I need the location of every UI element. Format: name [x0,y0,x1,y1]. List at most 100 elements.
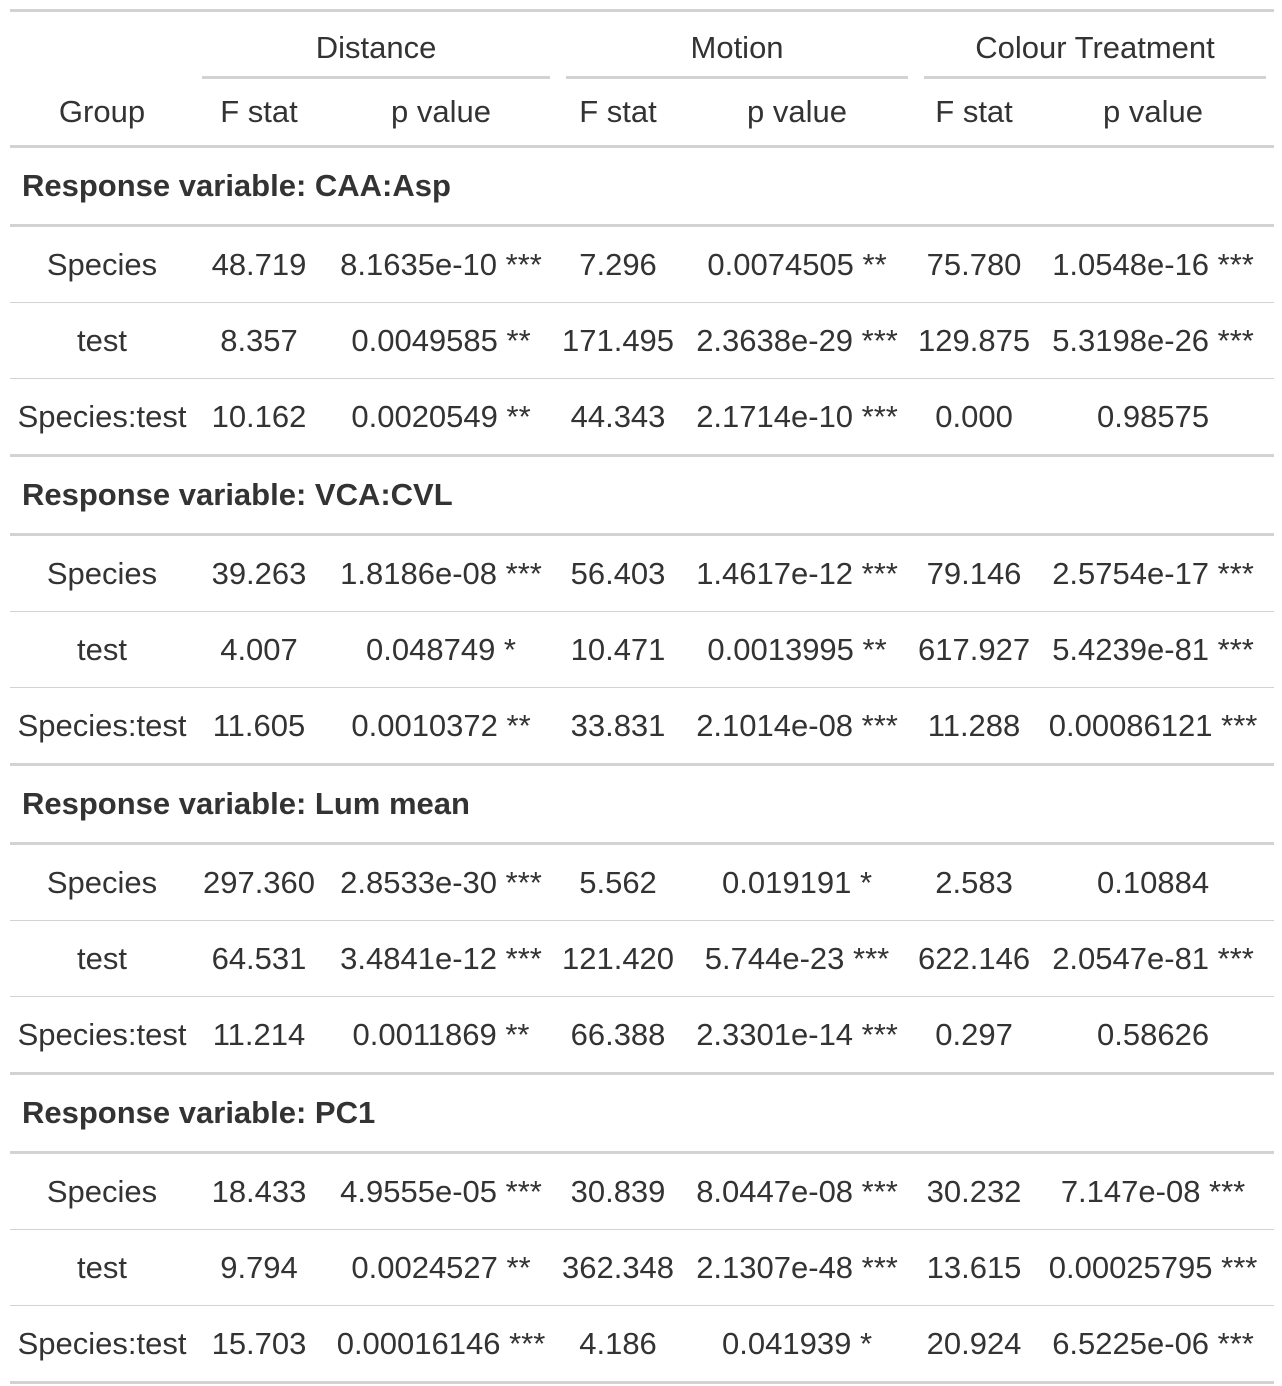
cell-colour-f-stat: 30.232 [916,1152,1033,1230]
cell-group: test [10,302,194,379]
cell-colour-f-stat: 0.000 [916,378,1033,457]
cell-motion-f-stat: 7.296 [558,225,679,303]
table-row: Species:test 11.214 0.0011869 ** 66.388 2.33… [10,996,1275,1075]
group-heading: Response variable: Lum mean [10,764,1275,845]
cell-colour-f-stat: 20.924 [916,1305,1033,1384]
column-header-p-value: p value [1032,79,1275,148]
table-header: Distance Motion Colour Treatment Group F… [10,11,1275,148]
cell-colour-f-stat: 2.583 [916,843,1033,921]
spanner-label: Colour Treatment [924,30,1267,79]
cell-colour-p-value: 0.98575 [1032,378,1275,457]
cell-colour-p-value: 2.5754e-17 *** [1032,534,1275,612]
cell-motion-f-stat: 56.403 [558,534,679,612]
table-row: Species:test 11.605 0.0010372 ** 33.831 2.10… [10,687,1275,766]
cell-colour-f-stat: 0.297 [916,996,1033,1075]
cell-motion-f-stat: 171.495 [558,302,679,379]
cell-distance-p-value: 3.4841e-12 *** [324,920,559,997]
cell-motion-p-value: 0.0074505 ** [678,225,917,303]
column-header-p-value: p value [324,79,559,148]
cell-motion-p-value: 2.1714e-10 *** [678,378,917,457]
cell-colour-f-stat: 13.615 [916,1229,1033,1306]
cell-distance-f-stat: 15.703 [194,1305,324,1384]
cell-group: test [10,611,194,688]
cell-motion-p-value: 2.3638e-29 *** [678,302,917,379]
table-row: test 9.794 0.0024527 ** 362.348 2.1307e-48 *… [10,1229,1275,1306]
cell-colour-f-stat: 129.875 [916,302,1033,379]
table-row: test 64.531 3.4841e-12 *** 121.420 5.744e-23… [10,920,1275,997]
cell-distance-f-stat: 48.719 [194,225,324,303]
cell-distance-f-stat: 297.360 [194,843,324,921]
cell-group: Species [10,843,194,921]
cell-motion-f-stat: 362.348 [558,1229,679,1306]
cell-group: Species:test [10,996,194,1075]
cell-distance-f-stat: 11.605 [194,687,324,766]
cell-distance-f-stat: 64.531 [194,920,324,997]
cell-colour-p-value: 0.58626 [1032,996,1275,1075]
spanner-distance: Distance [194,11,558,79]
cell-colour-p-value: 2.0547e-81 *** [1032,920,1275,997]
spanner-colour-treatment: Colour Treatment [916,11,1274,79]
table-row: Species 18.433 4.9555e-05 *** 30.839 8.0447e… [10,1152,1275,1230]
cell-colour-f-stat: 79.146 [916,534,1033,612]
cell-distance-p-value: 1.8186e-08 *** [324,534,559,612]
cell-motion-p-value: 8.0447e-08 *** [678,1152,917,1230]
cell-distance-p-value: 4.9555e-05 *** [324,1152,559,1230]
cell-motion-p-value: 0.019191 * [678,843,917,921]
column-header-p-value: p value [678,79,917,148]
cell-colour-p-value: 0.00086121 *** [1032,687,1275,766]
cell-colour-f-stat: 622.146 [916,920,1033,997]
cell-motion-f-stat: 30.839 [558,1152,679,1230]
spanner-motion: Motion [558,11,916,79]
group-heading-row: Response variable: Lum mean [10,764,1275,845]
table-row: test 8.357 0.0049585 ** 171.495 2.3638e-29 *… [10,302,1275,379]
group-heading: Response variable: VCA:CVL [10,455,1275,536]
column-header-row: Group F stat p value F stat p value F st… [10,79,1275,148]
cell-group: Species:test [10,1305,194,1384]
table-body: Response variable: CAA:Asp Species 48.719 8… [10,146,1275,1384]
cell-distance-f-stat: 4.007 [194,611,324,688]
group-heading-row: Response variable: PC1 [10,1073,1275,1154]
cell-motion-p-value: 2.1014e-08 *** [678,687,917,766]
cell-colour-p-value: 1.0548e-16 *** [1032,225,1275,303]
table-row: Species:test 10.162 0.0020549 ** 44.343 2.17… [10,378,1275,457]
cell-motion-f-stat: 4.186 [558,1305,679,1384]
table-row: Species 48.719 8.1635e-10 *** 7.296 0.007450… [10,225,1275,303]
cell-distance-p-value: 8.1635e-10 *** [324,225,559,303]
column-header-f-stat: F stat [194,79,324,148]
cell-motion-p-value: 2.3301e-14 *** [678,996,917,1075]
cell-group: Species [10,1152,194,1230]
cell-group: Species [10,534,194,612]
column-header-f-stat: F stat [558,79,679,148]
table-row: test 4.007 0.048749 * 10.471 0.0013995 ** 617… [10,611,1275,688]
cell-distance-p-value: 0.048749 * [324,611,559,688]
group-heading: Response variable: PC1 [10,1073,1275,1154]
cell-motion-p-value: 2.1307e-48 *** [678,1229,917,1306]
cell-distance-p-value: 0.00016146 *** [324,1305,559,1384]
cell-group: Species:test [10,687,194,766]
spanner-row: Distance Motion Colour Treatment [10,11,1274,80]
group-heading-row: Response variable: CAA:Asp [10,146,1275,227]
cell-motion-f-stat: 44.343 [558,378,679,457]
spanner-label: Distance [202,30,551,79]
table-row: Species 297.360 2.8533e-30 *** 5.562 0.01919… [10,843,1275,921]
cell-motion-p-value: 0.0013995 ** [678,611,917,688]
cell-distance-f-stat: 18.433 [194,1152,324,1230]
spanner-label: Motion [566,30,909,79]
cell-colour-p-value: 0.00025795 *** [1032,1229,1275,1306]
cell-distance-p-value: 0.0020549 ** [324,378,559,457]
column-header-f-stat: F stat [916,79,1033,148]
cell-distance-p-value: 0.0010372 ** [324,687,559,766]
cell-motion-f-stat: 66.388 [558,996,679,1075]
cell-distance-f-stat: 9.794 [194,1229,324,1306]
spanner-blank [10,11,194,80]
cell-motion-f-stat: 10.471 [558,611,679,688]
cell-group: test [10,1229,194,1306]
cell-colour-p-value: 6.5225e-06 *** [1032,1305,1275,1384]
cell-colour-f-stat: 11.288 [916,687,1033,766]
cell-colour-f-stat: 617.927 [916,611,1033,688]
cell-colour-p-value: 5.3198e-26 *** [1032,302,1275,379]
cell-motion-p-value: 0.041939 * [678,1305,917,1384]
cell-motion-p-value: 5.744e-23 *** [678,920,917,997]
anova-results-table: Distance Motion Colour Treatment Group F… [10,9,1275,1384]
table-row: Species 39.263 1.8186e-08 *** 56.403 1.4617e… [10,534,1275,612]
